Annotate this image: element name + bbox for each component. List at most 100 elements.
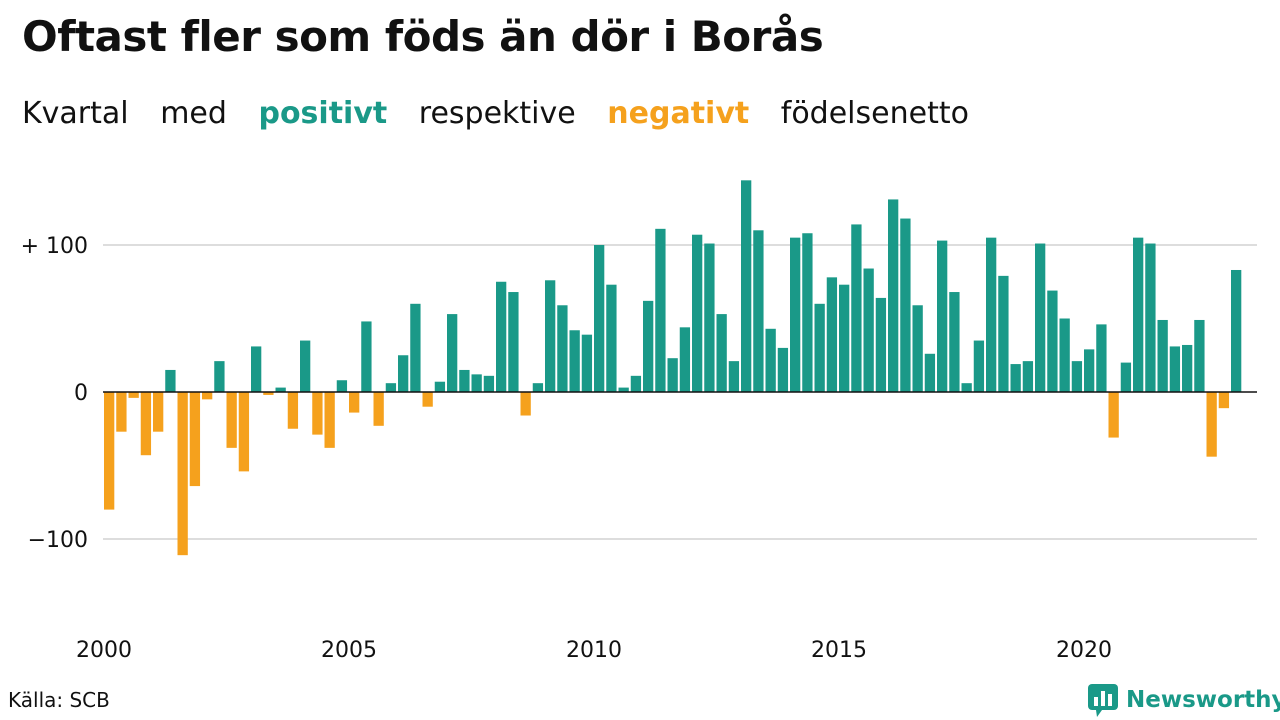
bar: [900, 218, 911, 392]
bar: [165, 369, 176, 392]
bar: [630, 375, 642, 392]
bar: [545, 280, 556, 392]
bar: [336, 380, 348, 392]
bar: [863, 268, 874, 392]
bar: [496, 281, 507, 392]
bar: [532, 383, 544, 392]
bar: [1169, 346, 1181, 392]
bar: [826, 277, 838, 392]
bar: [1096, 324, 1107, 392]
y-tick-label: −100: [28, 528, 88, 553]
bar: [116, 392, 127, 432]
bar: [937, 240, 948, 392]
bar: [1022, 361, 1034, 392]
bar: [851, 224, 862, 392]
bar: [1145, 243, 1156, 392]
bar: [728, 361, 740, 392]
bar: [373, 392, 384, 426]
bar: [790, 237, 801, 392]
bar: [1218, 392, 1230, 409]
bar: [594, 245, 605, 392]
bar: [643, 300, 654, 392]
bar: [410, 303, 421, 392]
bar: [398, 355, 409, 392]
bar: [581, 334, 593, 392]
bar: [704, 243, 715, 392]
bar: [998, 275, 1009, 392]
bar: [1231, 269, 1242, 392]
bar: [679, 327, 691, 392]
bar: [483, 375, 495, 392]
bar: [741, 180, 752, 392]
bar: [447, 314, 458, 392]
subtitle-word: Kvartal: [22, 96, 129, 131]
brand-logo: Newsworthy: [1088, 682, 1280, 718]
bar: [1194, 319, 1205, 392]
bar: [655, 228, 666, 392]
bar: [1120, 362, 1132, 392]
bar: [1084, 349, 1095, 392]
subtitle-negative-word: negativt: [607, 96, 750, 131]
bar: [875, 297, 887, 392]
subtitle-word: med: [160, 96, 227, 131]
bar: [140, 392, 152, 456]
bar: [177, 392, 188, 556]
bar: [153, 392, 164, 432]
bar: [300, 340, 311, 392]
bar: [606, 284, 617, 392]
bar: [324, 392, 335, 448]
bar: [251, 346, 262, 392]
bar: [385, 383, 397, 392]
bar: [1059, 318, 1070, 392]
bar: [312, 392, 323, 435]
bar: [263, 392, 274, 395]
bar: [1182, 344, 1193, 392]
bar: [422, 392, 433, 407]
bar: [1035, 243, 1046, 392]
bar: [1071, 361, 1083, 392]
bar: [692, 234, 703, 392]
bar: [238, 392, 250, 472]
bar: [814, 303, 825, 392]
bar: [973, 340, 985, 392]
bar: [349, 392, 360, 413]
chart-title: Oftast fler som föds än dör i Borås: [22, 12, 824, 61]
bar: [202, 392, 213, 400]
brand-name: Newsworthy: [1126, 687, 1280, 713]
bar: [961, 383, 972, 392]
bar: [214, 361, 225, 392]
subtitle-positive-word: positivt: [258, 96, 388, 131]
bar: [667, 358, 678, 392]
bar: [802, 233, 813, 392]
bar: [434, 381, 446, 392]
subtitle-word: födelsenetto: [780, 96, 969, 131]
bar: [189, 392, 201, 487]
bar: [912, 305, 923, 392]
newsworthy-logo-icon: [1088, 684, 1118, 717]
bar: [361, 321, 372, 392]
bar: [569, 330, 580, 392]
bar: [716, 314, 727, 392]
bar: [275, 387, 286, 392]
bar: [128, 392, 139, 398]
x-tick-label: 2010: [566, 638, 622, 663]
x-tick-label: 2015: [811, 638, 867, 663]
x-tick-label: 2020: [1056, 638, 1112, 663]
source-note: Källa: SCB: [8, 688, 110, 712]
bar: [949, 292, 960, 392]
chart-subtitle: Kvartal med positivt respektive negativt…: [22, 96, 991, 131]
bar: [471, 374, 482, 392]
bar: [287, 392, 299, 429]
bar: [1133, 237, 1144, 392]
bar: [508, 292, 519, 392]
bar: [226, 392, 237, 448]
bar: [520, 392, 531, 416]
bar: [753, 230, 764, 392]
bar: [1047, 290, 1058, 392]
bar: [459, 369, 470, 392]
bar: [618, 387, 629, 392]
bar: [1108, 392, 1119, 438]
bar: [888, 199, 899, 392]
bar: [1206, 392, 1217, 457]
